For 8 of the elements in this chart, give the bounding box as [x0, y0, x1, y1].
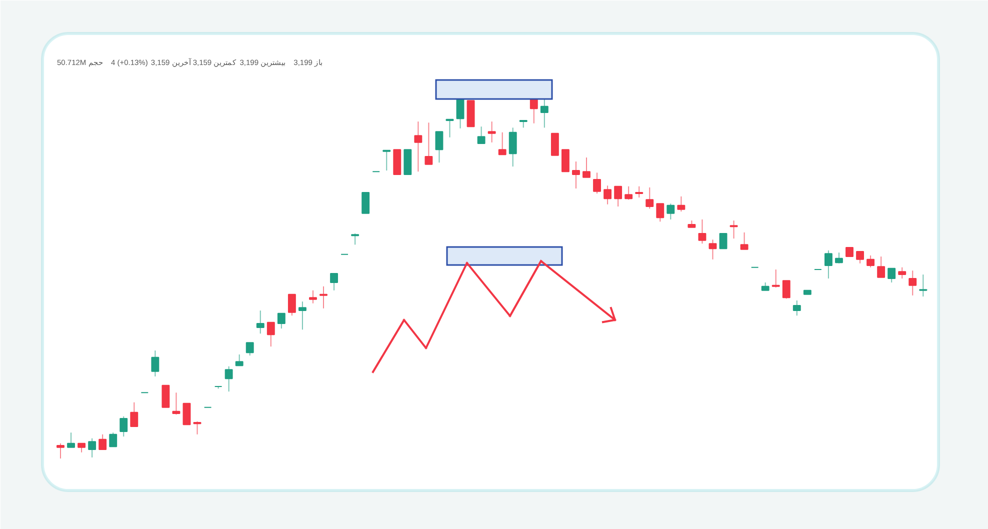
candlestick	[846, 247, 854, 258]
candlestick	[162, 384, 170, 408]
candlestick	[719, 233, 728, 250]
candlestick	[362, 192, 370, 214]
candlestick	[782, 280, 790, 300]
candlestick	[182, 402, 191, 426]
candlestick	[550, 132, 559, 156]
candlestick	[561, 149, 570, 172]
